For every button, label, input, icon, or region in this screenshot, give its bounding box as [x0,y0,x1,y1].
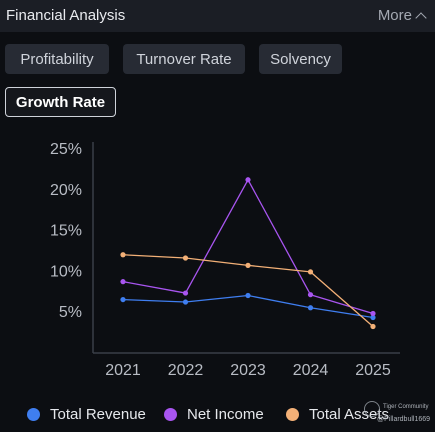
x-tick-label: 2021 [105,362,141,379]
data-point-total-revenue [307,305,314,311]
data-point-net-income [370,310,376,317]
x-tick-label: 2022 [168,362,204,379]
legend-item-total-revenue[interactable]: Total Revenue [27,406,146,423]
tab-label: Profitability [20,50,94,68]
legend-label: Total Revenue [50,406,146,423]
data-point-total-assets [245,262,251,268]
tiger-logo-icon [364,401,380,417]
data-point-total-assets [182,255,189,261]
tab-turnover-rate[interactable]: Turnover Rate [123,44,245,74]
more-button[interactable]: More [377,7,427,24]
watermark-top-text: Tiger Community [383,404,429,410]
tab-profitability[interactable]: Profitability [5,44,109,74]
y-tick-label: 5% [59,304,82,321]
x-tick-label: 2023 [230,362,266,379]
panel-header: Financial Analysis More [0,0,435,32]
tab-growth-rate[interactable]: Growth Rate [5,87,116,117]
data-point-total-revenue [245,292,251,299]
data-point-total-revenue [182,299,189,305]
y-tick-label: 10% [50,263,82,280]
data-point-total-assets [307,269,314,275]
x-tick-label: 2024 [293,362,329,379]
data-point-net-income [182,290,189,296]
legend-dot-net-income [164,408,177,421]
legend-label: Net Income [187,406,264,423]
legend-item-net-income[interactable]: Net Income [164,406,264,423]
series-line-total-revenue [122,294,374,319]
line-chart: 25% 20% 15% 10% 5% 2021 2022 2023 2024 2025 [50,141,400,379]
x-tick-label: 2025 [355,362,391,379]
panel-title: Financial Analysis [6,7,126,24]
data-point-total-assets [120,252,126,258]
legend-dot-total-revenue [27,408,40,421]
chevron-up-icon [415,11,427,24]
data-point-total-revenue [120,296,126,303]
legend-dot-total-assets [286,408,299,421]
tab-label: Solvency [270,50,331,68]
y-tick-label: 15% [50,223,82,240]
tab-label: Turnover Rate [136,50,232,68]
watermark: Tiger Community @Pillardbull1669 [363,401,431,427]
tab-solvency[interactable]: Solvency [259,44,342,74]
watermark-bottom-text: @Pillardbull1669 [377,416,431,423]
y-tick-label: 25% [50,141,82,158]
data-point-total-assets [370,323,376,330]
tab-label: Growth Rate [15,93,106,111]
data-point-net-income [245,177,251,183]
data-point-total-revenue [370,314,376,321]
growth-rate-chart: 25% 20% 15% 10% 5% 2021 2022 2023 2024 2025 [0,130,435,390]
data-point-net-income [307,292,314,298]
data-point-net-income [120,279,126,285]
more-label: More [377,7,412,24]
y-tick-label: 20% [50,182,82,199]
